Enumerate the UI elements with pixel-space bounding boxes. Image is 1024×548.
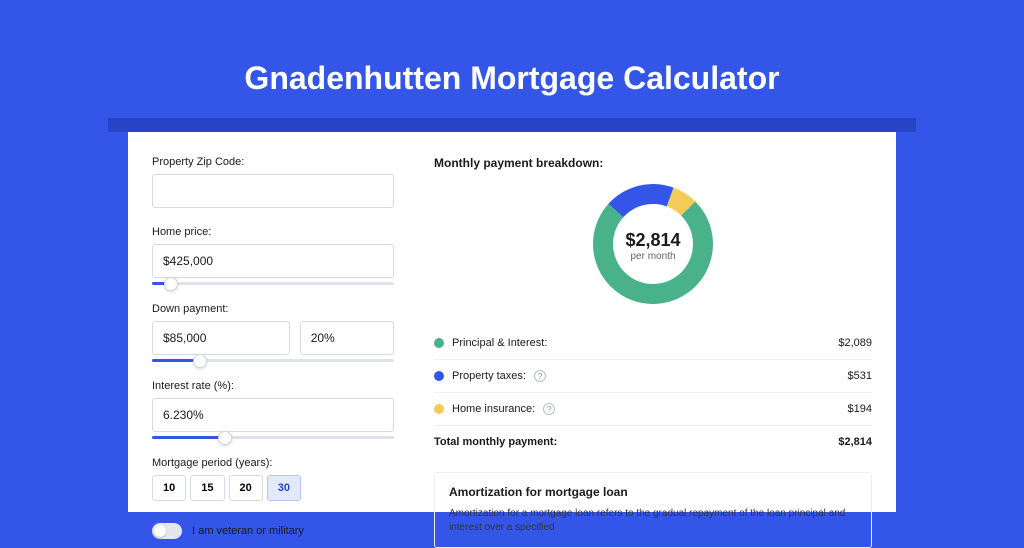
swatch-icon (434, 404, 444, 414)
interest-rate-input[interactable] (152, 398, 394, 432)
page-title: Gnadenhutten Mortgage Calculator (0, 0, 1024, 117)
header-band (108, 118, 916, 132)
donut-chart: $2,814 per month (434, 184, 872, 307)
down-payment-pct-input[interactable] (300, 321, 394, 355)
donut-center: $2,814 per month (625, 230, 680, 262)
info-icon[interactable]: ? (534, 370, 546, 382)
interest-rate-field: Interest rate (%): (152, 380, 394, 439)
breakdown-item-label: Property taxes: (452, 370, 526, 382)
mortgage-period-label: Mortgage period (years): (152, 457, 394, 469)
breakdown-item-amount: $2,089 (838, 337, 872, 349)
breakdown-item: Home insurance:? $194 (434, 392, 872, 425)
calculator-panel: Property Zip Code: Home price: Down paym… (128, 132, 896, 512)
interest-rate-label: Interest rate (%): (152, 380, 394, 392)
interest-rate-slider[interactable] (152, 436, 394, 439)
veteran-label: I am veteran or military (192, 525, 304, 537)
period-button-15[interactable]: 15 (190, 475, 224, 501)
zip-label: Property Zip Code: (152, 156, 394, 168)
mortgage-period-buttons: 10152030 (152, 475, 394, 501)
down-payment-label: Down payment: (152, 303, 394, 315)
period-button-10[interactable]: 10 (152, 475, 186, 501)
donut-amount: $2,814 (625, 230, 680, 251)
down-payment-slider[interactable] (152, 359, 394, 362)
period-button-30[interactable]: 30 (267, 475, 301, 501)
veteran-toggle-row: I am veteran or military (152, 523, 394, 539)
down-payment-slider-thumb[interactable] (193, 354, 207, 368)
down-payment-amount-input[interactable] (152, 321, 290, 355)
breakdown-items: Principal & Interest: $2,089 Property taxe… (434, 327, 872, 425)
down-payment-field: Down payment: (152, 303, 394, 362)
breakdown-item: Principal & Interest: $2,089 (434, 327, 872, 359)
home-price-input[interactable] (152, 244, 394, 278)
donut-segment-taxes (608, 184, 673, 217)
total-row: Total monthly payment: $2,814 (434, 425, 872, 458)
amortization-card: Amortization for mortgage loan Amortizat… (434, 472, 872, 548)
home-price-slider-thumb[interactable] (164, 277, 178, 291)
donut-per-month-label: per month (625, 251, 680, 262)
amortization-title: Amortization for mortgage loan (449, 485, 857, 499)
mortgage-period-field: Mortgage period (years): 10152030 (152, 457, 394, 501)
total-amount: $2,814 (838, 436, 872, 448)
amortization-body: Amortization for a mortgage loan refers … (449, 507, 857, 535)
breakdown-item: Property taxes:? $531 (434, 359, 872, 392)
breakdown-item-label: Principal & Interest: (452, 337, 547, 349)
breakdown-title: Monthly payment breakdown: (434, 156, 872, 170)
swatch-icon (434, 371, 444, 381)
home-price-slider[interactable] (152, 282, 394, 285)
breakdown-item-amount: $194 (848, 403, 872, 415)
zip-input[interactable] (152, 174, 394, 208)
home-price-label: Home price: (152, 226, 394, 238)
veteran-toggle[interactable] (152, 523, 182, 539)
breakdown-item-label: Home insurance: (452, 403, 535, 415)
interest-rate-slider-thumb[interactable] (218, 431, 232, 445)
info-icon[interactable]: ? (543, 403, 555, 415)
form-column: Property Zip Code: Home price: Down paym… (128, 132, 418, 512)
home-price-field: Home price: (152, 226, 394, 285)
total-label: Total monthly payment: (434, 436, 557, 448)
period-button-20[interactable]: 20 (229, 475, 263, 501)
breakdown-column: Monthly payment breakdown: $2,814 per mo… (418, 132, 896, 512)
zip-field: Property Zip Code: (152, 156, 394, 208)
swatch-icon (434, 338, 444, 348)
breakdown-item-amount: $531 (848, 370, 872, 382)
